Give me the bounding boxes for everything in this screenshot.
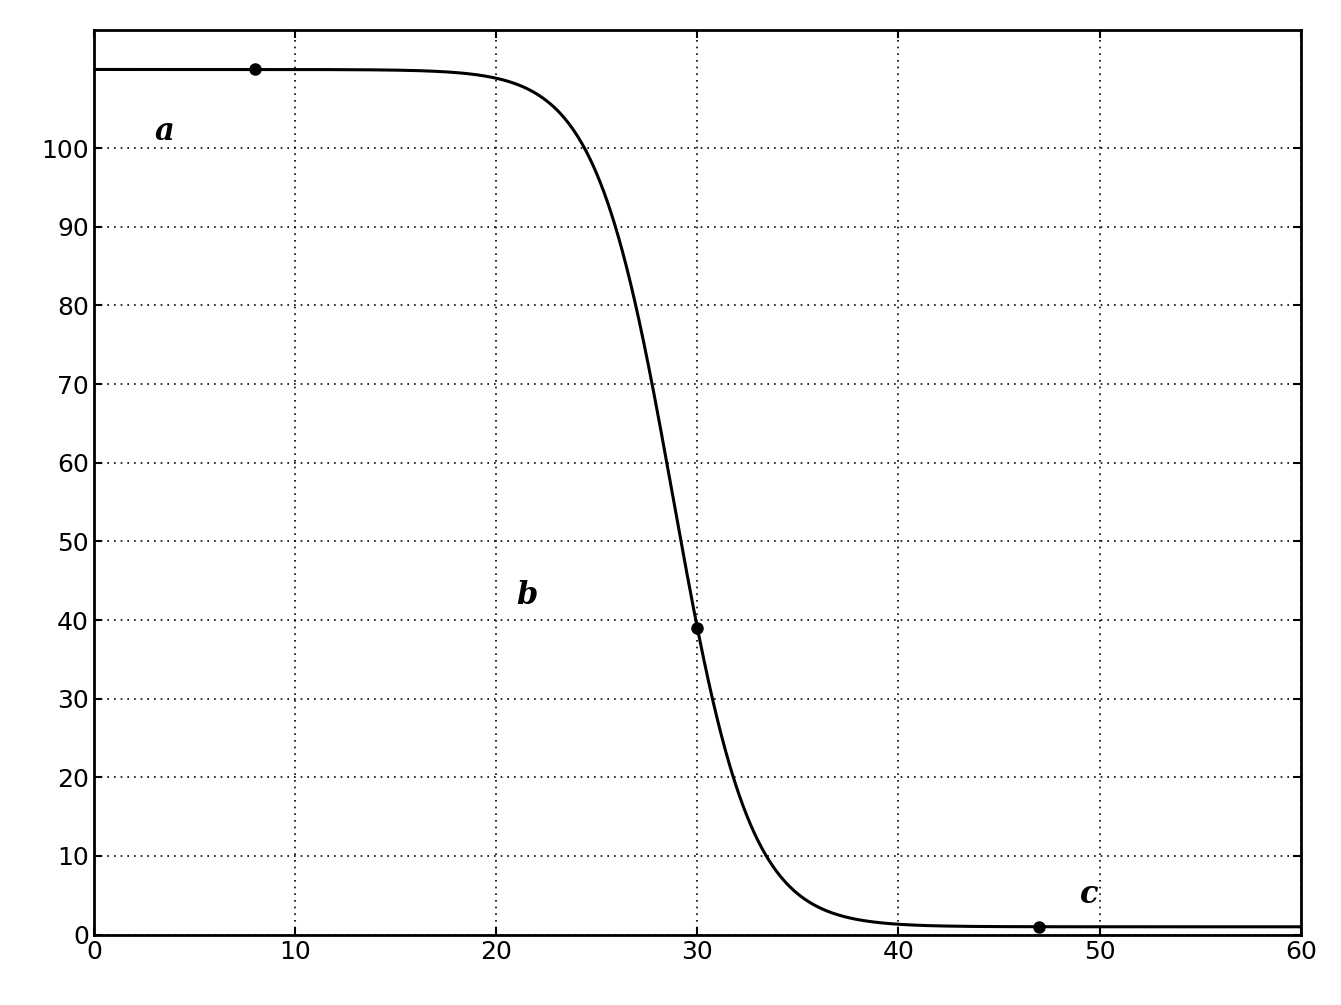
- Text: c: c: [1080, 879, 1098, 911]
- Text: b: b: [516, 580, 538, 611]
- Text: a: a: [154, 117, 174, 148]
